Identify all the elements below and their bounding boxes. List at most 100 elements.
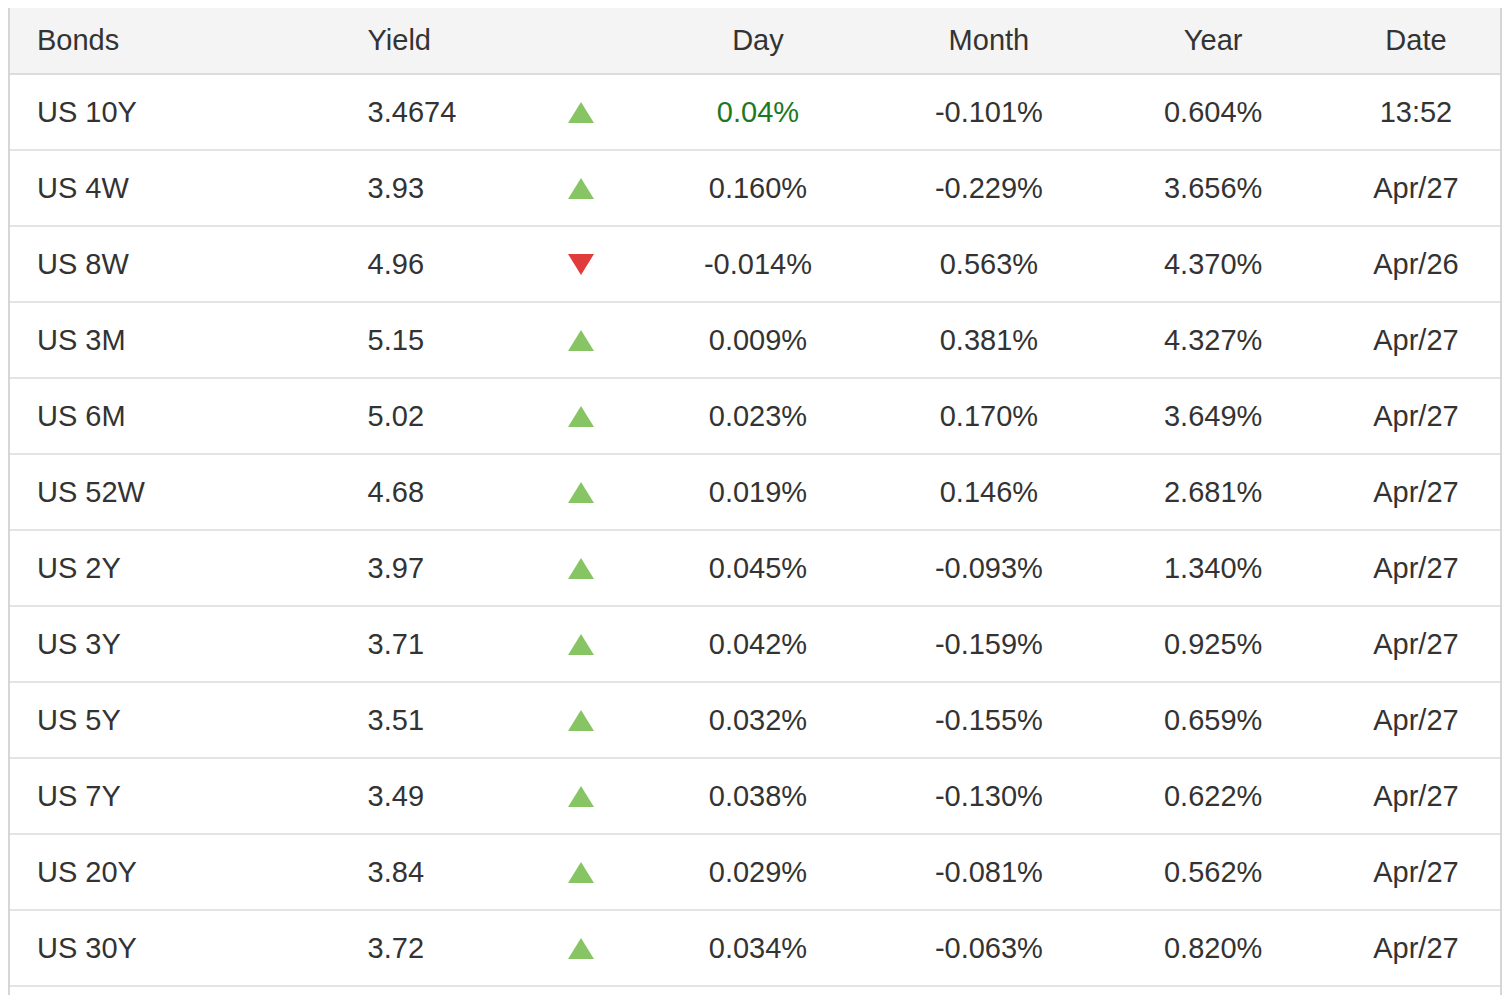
day-change-value: 0.032% — [616, 704, 899, 737]
month-change-value: -0.229% — [900, 172, 1079, 205]
date-value: Apr/27 — [1348, 400, 1500, 433]
date-value: 13:52 — [1348, 96, 1500, 129]
day-change-value: 0.038% — [616, 780, 899, 813]
table-row[interactable]: US 2Y 3.97 0.045% -0.093% 1.340% Apr/27 — [10, 531, 1500, 607]
bond-name-link[interactable]: US 6M — [10, 400, 368, 433]
bond-name-link[interactable]: US 20Y — [10, 856, 368, 889]
year-change-value: 0.562% — [1078, 856, 1348, 889]
column-header-day[interactable]: Day — [616, 24, 899, 57]
date-value: Apr/27 — [1348, 628, 1500, 661]
day-change-value: 0.023% — [616, 400, 899, 433]
yield-value: 3.49 — [368, 780, 547, 813]
table-header-row: Bonds Yield Day Month Year Date — [10, 8, 1500, 75]
table-body: US 10Y 3.4674 0.04% -0.101% 0.604% 13:52… — [10, 75, 1500, 987]
table-row[interactable]: US 6M 5.02 0.023% 0.170% 3.649% Apr/27 — [10, 379, 1500, 455]
table-row[interactable]: US 4W 3.93 0.160% -0.229% 3.656% Apr/27 — [10, 151, 1500, 227]
day-change-value: 0.029% — [616, 856, 899, 889]
year-change-value: 4.327% — [1078, 324, 1348, 357]
yield-value: 3.72 — [368, 932, 547, 965]
bond-name-link[interactable]: US 10Y — [10, 96, 368, 129]
change-triangle-icon — [568, 406, 594, 427]
column-header-month[interactable]: Month — [900, 24, 1079, 57]
month-change-value: -0.130% — [900, 780, 1079, 813]
change-direction-cell — [546, 406, 616, 427]
month-change-value: 0.381% — [900, 324, 1079, 357]
column-header-date[interactable]: Date — [1348, 24, 1500, 57]
change-direction-cell — [546, 634, 616, 655]
month-change-value: -0.101% — [900, 96, 1079, 129]
column-header-yield[interactable]: Yield — [368, 24, 547, 57]
day-change-value: 0.045% — [616, 552, 899, 585]
table-row[interactable]: US 3M 5.15 0.009% 0.381% 4.327% Apr/27 — [10, 303, 1500, 379]
date-value: Apr/27 — [1348, 476, 1500, 509]
year-change-value: 0.659% — [1078, 704, 1348, 737]
year-change-value: 3.649% — [1078, 400, 1348, 433]
change-direction-cell — [546, 786, 616, 807]
change-triangle-icon — [568, 482, 594, 503]
change-direction-cell — [546, 178, 616, 199]
year-change-value: 2.681% — [1078, 476, 1348, 509]
change-triangle-icon — [568, 254, 594, 275]
bond-name-link[interactable]: US 5Y — [10, 704, 368, 737]
month-change-value: -0.159% — [900, 628, 1079, 661]
month-change-value: -0.063% — [900, 932, 1079, 965]
month-change-value: -0.093% — [900, 552, 1079, 585]
month-change-value: -0.081% — [900, 856, 1079, 889]
change-triangle-icon — [568, 938, 594, 959]
change-direction-cell — [546, 710, 616, 731]
month-change-value: 0.563% — [900, 248, 1079, 281]
change-triangle-icon — [568, 178, 594, 199]
table-row[interactable]: US 20Y 3.84 0.029% -0.081% 0.562% Apr/27 — [10, 835, 1500, 911]
year-change-value: 0.604% — [1078, 96, 1348, 129]
day-change-value: 0.019% — [616, 476, 899, 509]
bond-name-link[interactable]: US 3Y — [10, 628, 368, 661]
change-triangle-icon — [568, 634, 594, 655]
yield-value: 5.02 — [368, 400, 547, 433]
date-value: Apr/27 — [1348, 856, 1500, 889]
table-row[interactable]: US 10Y 3.4674 0.04% -0.101% 0.604% 13:52 — [10, 75, 1500, 151]
change-direction-cell — [546, 938, 616, 959]
yield-value: 3.84 — [368, 856, 547, 889]
change-direction-cell — [546, 330, 616, 351]
bond-name-link[interactable]: US 7Y — [10, 780, 368, 813]
table-row[interactable]: US 30Y 3.72 0.034% -0.063% 0.820% Apr/27 — [10, 911, 1500, 987]
table-row[interactable]: US 7Y 3.49 0.038% -0.130% 0.622% Apr/27 — [10, 759, 1500, 835]
yield-value: 3.71 — [368, 628, 547, 661]
change-triangle-icon — [568, 558, 594, 579]
yield-value: 3.97 — [368, 552, 547, 585]
date-value: Apr/27 — [1348, 932, 1500, 965]
yield-value: 4.68 — [368, 476, 547, 509]
day-change-value: 0.04% — [616, 96, 899, 129]
table-row[interactable]: US 52W 4.68 0.019% 0.146% 2.681% Apr/27 — [10, 455, 1500, 531]
change-direction-cell — [546, 254, 616, 275]
table-row[interactable]: US 3Y 3.71 0.042% -0.159% 0.925% Apr/27 — [10, 607, 1500, 683]
day-change-value: 0.009% — [616, 324, 899, 357]
date-value: Apr/27 — [1348, 324, 1500, 357]
bond-name-link[interactable]: US 2Y — [10, 552, 368, 585]
change-direction-cell — [546, 102, 616, 123]
bond-name-link[interactable]: US 52W — [10, 476, 368, 509]
bond-name-link[interactable]: US 8W — [10, 248, 368, 281]
day-change-value: 0.042% — [616, 628, 899, 661]
yield-value: 3.93 — [368, 172, 547, 205]
bond-name-link[interactable]: US 3M — [10, 324, 368, 357]
year-change-value: 0.925% — [1078, 628, 1348, 661]
bonds-yields-table: Bonds Yield Day Month Year Date US 10Y 3… — [8, 8, 1502, 995]
change-triangle-icon — [568, 862, 594, 883]
yield-value: 5.15 — [368, 324, 547, 357]
date-value: Apr/27 — [1348, 780, 1500, 813]
date-value: Apr/27 — [1348, 172, 1500, 205]
year-change-value: 0.820% — [1078, 932, 1348, 965]
change-direction-cell — [546, 862, 616, 883]
bond-name-link[interactable]: US 4W — [10, 172, 368, 205]
bond-name-link[interactable]: US 30Y — [10, 932, 368, 965]
yield-value: 3.4674 — [368, 96, 547, 129]
column-header-year[interactable]: Year — [1078, 24, 1348, 57]
change-direction-cell — [546, 558, 616, 579]
year-change-value: 3.656% — [1078, 172, 1348, 205]
change-triangle-icon — [568, 330, 594, 351]
table-row[interactable]: US 5Y 3.51 0.032% -0.155% 0.659% Apr/27 — [10, 683, 1500, 759]
month-change-value: 0.170% — [900, 400, 1079, 433]
column-header-bonds[interactable]: Bonds — [10, 24, 368, 57]
table-row[interactable]: US 8W 4.96 -0.014% 0.563% 4.370% Apr/26 — [10, 227, 1500, 303]
